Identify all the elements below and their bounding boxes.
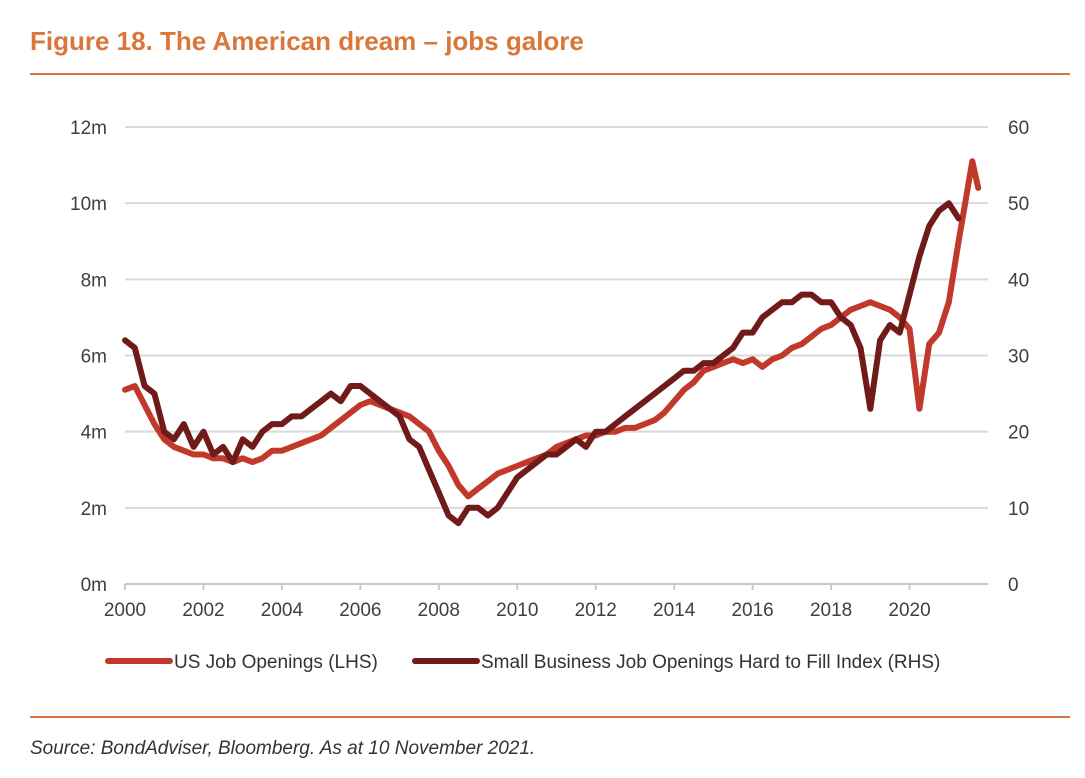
y-left-tick-label: 10m: [70, 194, 107, 215]
y-right-tick-label: 30: [1008, 347, 1029, 368]
y-left-tick-label: 8m: [81, 270, 107, 291]
axis-ticks: 0m 0 2m 10 4m 20 6m 30 8m 40 10m 50 12m 60 2000 2002 200…: [70, 118, 1029, 621]
legend: US Job Openings (LHS) Small Business Job …: [105, 652, 940, 673]
gridlines: [125, 126, 988, 585]
x-tick-label: 2010: [496, 600, 538, 621]
title-divider: [30, 73, 1070, 75]
series-layer: [122, 158, 982, 527]
chart-title: Figure 18. The American dream – jobs gal…: [30, 26, 584, 56]
x-tick-label: 2006: [339, 600, 381, 621]
y-right-tick-label: 0: [1008, 575, 1019, 596]
x-tick-label: 2008: [418, 600, 460, 621]
x-tick-label: 2018: [810, 600, 852, 621]
y-left-tick-label: 4m: [81, 423, 107, 444]
y-left-tick-label: 6m: [81, 347, 107, 368]
footer-divider: [30, 716, 1070, 718]
x-tick-label: 2004: [261, 600, 304, 621]
y-right-tick-label: 40: [1008, 270, 1029, 291]
legend-label: Small Business Job Openings Hard to Fill…: [481, 652, 940, 673]
legend-label: US Job Openings (LHS): [174, 652, 378, 673]
y-right-tick-label: 60: [1008, 118, 1029, 139]
y-left-tick-label: 12m: [70, 118, 107, 139]
y-right-tick-label: 20: [1008, 423, 1029, 444]
x-tick-label: 2002: [182, 600, 224, 621]
x-tick-label: 2016: [731, 600, 773, 621]
line-chart: 0m 0 2m 10 4m 20 6m 30 8m 40 10m 50 12m 60 2000 2002 200…: [70, 118, 1029, 673]
x-tick-label: 2014: [653, 600, 696, 621]
series-line-us-job-openings: [122, 158, 982, 500]
x-tick-label: 2000: [104, 600, 146, 621]
y-right-tick-label: 50: [1008, 194, 1029, 215]
series-line-hard-to-fill-index: [122, 200, 962, 527]
x-tick-label: 2020: [888, 600, 930, 621]
x-tick-label: 2012: [575, 600, 617, 621]
y-left-tick-label: 0m: [81, 575, 107, 596]
y-right-tick-label: 10: [1008, 499, 1029, 520]
y-left-tick-label: 2m: [81, 499, 107, 520]
source-note: Source: BondAdviser, Bloomberg. As at 10…: [30, 738, 536, 759]
